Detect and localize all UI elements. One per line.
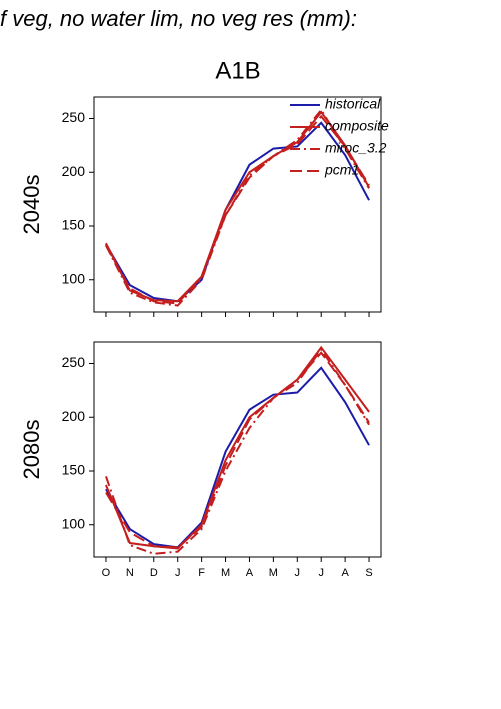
x-tick-label: O [102, 567, 111, 579]
y-tick-label: 200 [62, 163, 86, 179]
series-line [105, 345, 370, 550]
series-line [105, 108, 370, 307]
series-line [105, 114, 370, 305]
x-tick-label: D [150, 567, 158, 579]
plot-frame [93, 96, 382, 313]
legend-label: historical [325, 96, 381, 112]
x-tick-label: M [269, 567, 278, 579]
legend-label: composite [325, 118, 389, 134]
y-axis-label: 2040s [19, 175, 44, 235]
series-line [105, 121, 370, 303]
x-tick-label: N [126, 567, 134, 579]
x-tick-label: F [198, 567, 205, 579]
y-tick-label: 250 [62, 109, 86, 125]
x-tick-label: J [175, 567, 181, 579]
x-tick-label: S [365, 567, 372, 579]
y-tick-label: 150 [62, 462, 86, 478]
legend-label: miroc_3.2 [325, 140, 387, 156]
x-tick-label: A [341, 567, 349, 579]
series-line [105, 351, 370, 549]
y-tick-label: 100 [62, 270, 86, 286]
legend-label: pcm1 [324, 162, 359, 178]
chart-subtitle: A1B [215, 57, 260, 84]
x-tick-label: M [221, 567, 230, 579]
y-tick-label: 100 [62, 515, 86, 531]
y-tick-label: 200 [62, 408, 86, 424]
series-line [105, 347, 370, 555]
y-axis-label: 2080s [19, 420, 44, 480]
y-tick-label: 250 [62, 354, 86, 370]
plot-frame [93, 341, 382, 558]
series-line [105, 366, 370, 549]
chart-title: f veg, no water lim, no veg res (mm): [0, 6, 357, 31]
y-tick-label: 150 [62, 217, 86, 233]
x-tick-label: A [246, 567, 254, 579]
x-tick-label: J [318, 567, 324, 579]
x-tick-label: J [295, 567, 301, 579]
